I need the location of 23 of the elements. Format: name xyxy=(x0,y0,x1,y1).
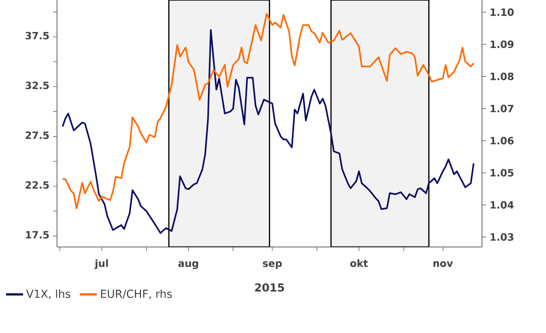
y-tick-label: 22.5 xyxy=(26,181,49,189)
y2-tick-label: 1.10 xyxy=(490,8,514,16)
y2-tick-label: 1.06 xyxy=(490,136,514,144)
y2-tick-label: 1.03 xyxy=(490,233,514,241)
legend-label: EUR/CHF, rhs xyxy=(101,289,172,300)
x-tick-label: nov xyxy=(433,261,453,268)
y2-tick-label: 1.04 xyxy=(490,201,514,209)
x-tick-label: jul xyxy=(94,259,108,270)
x-tick-label: aug xyxy=(178,261,198,270)
legend-label: V1X, lhs xyxy=(26,289,70,300)
y-tick-label: 37.5 xyxy=(26,32,49,40)
x-tick-label: okt xyxy=(350,259,368,268)
line-series xyxy=(62,13,474,210)
y-tick-label: 32.5 xyxy=(26,82,49,90)
y2-tick-label: 1.05 xyxy=(490,169,514,177)
line-series xyxy=(62,29,474,234)
x-tick-label: sep xyxy=(262,261,282,269)
x-axis-title: 2015 xyxy=(255,283,284,292)
y2-tick-label: 1.08 xyxy=(490,72,514,80)
y-tick-label: 17.5 xyxy=(26,231,49,239)
y2-tick-label: 1.09 xyxy=(490,40,514,48)
y-tick-label: 27.5 xyxy=(26,131,49,139)
y2-tick-label: 1.07 xyxy=(490,104,514,112)
